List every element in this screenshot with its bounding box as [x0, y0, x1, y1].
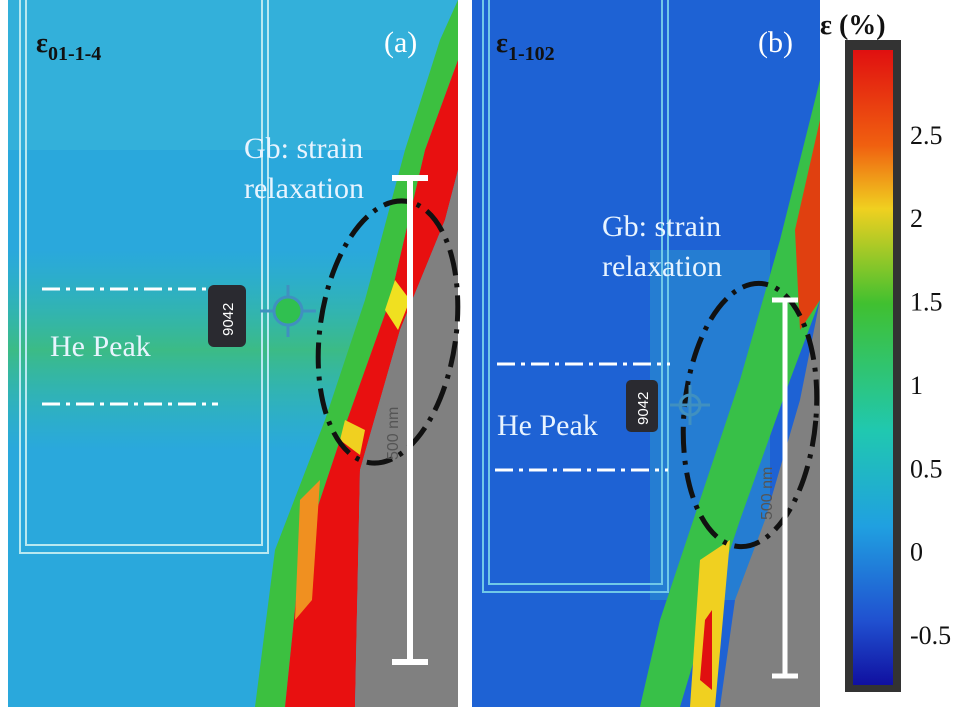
- label-sub: 1-102: [508, 43, 555, 65]
- colorbar-title: ε (%): [820, 10, 886, 41]
- panel-tag: (a): [384, 26, 417, 59]
- label: ε: [36, 28, 48, 59]
- annotation-line: Gb: strain: [602, 210, 721, 243]
- badge: 9042: [220, 303, 237, 336]
- label: ε: [496, 28, 508, 59]
- panel-b: [472, 0, 827, 707]
- badge: 9042: [635, 392, 652, 425]
- colorbar: [853, 50, 893, 685]
- region-label: He Peak: [497, 409, 598, 442]
- region-label: He Peak: [50, 330, 151, 363]
- colorbar-tick-label: 0: [910, 538, 923, 567]
- panel-tag: (b): [758, 26, 793, 59]
- annotation-line: Gb: strain: [244, 132, 363, 165]
- figure: ε (%) ε01-1-4 (a) Gb: strain relaxation …: [0, 0, 959, 707]
- colorbar-tick-label: -0.5: [910, 621, 951, 650]
- scale-bar-label: 500 nm: [385, 407, 402, 460]
- annotation-line: relaxation: [244, 172, 364, 205]
- scale-bar-label: 500 nm: [759, 467, 776, 520]
- colorbar-tick-label: 2.5: [910, 121, 943, 150]
- colorbar-tick-label: 2: [910, 204, 923, 233]
- annotation-line: relaxation: [602, 250, 722, 283]
- label-sub: 01-1-4: [48, 43, 101, 65]
- colorbar-tick-label: 1.5: [910, 288, 943, 317]
- colorbar-tick-label: 1: [910, 371, 923, 400]
- colorbar-tick-label: 0.5: [910, 454, 943, 483]
